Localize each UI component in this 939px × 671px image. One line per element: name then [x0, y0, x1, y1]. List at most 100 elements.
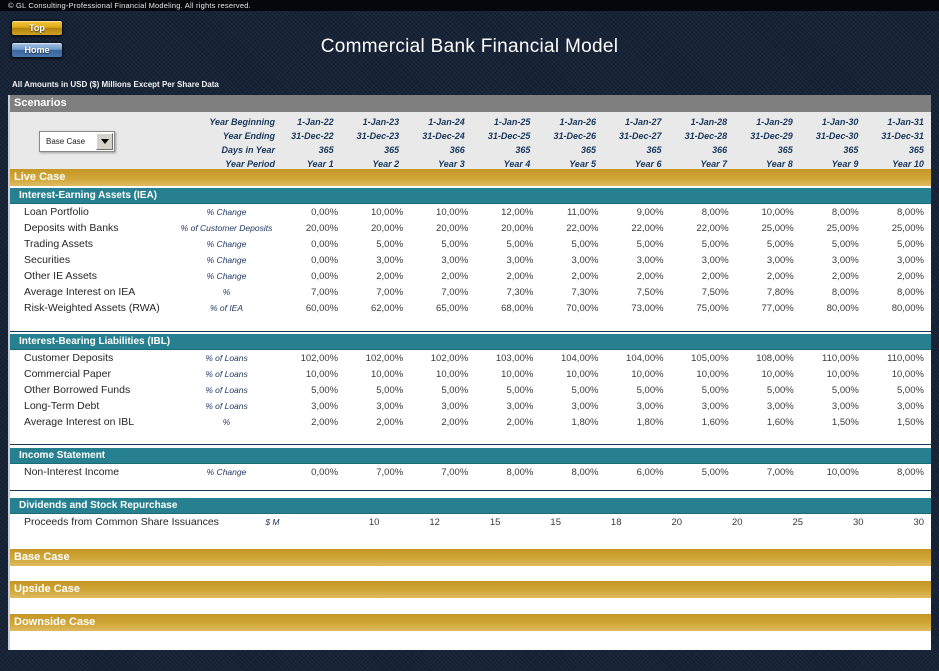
value-cell[interactable]: 3,00%: [701, 254, 729, 266]
value-cell[interactable]: 5,00%: [311, 384, 339, 396]
value-cell[interactable]: 10,00%: [826, 368, 859, 380]
value-cell[interactable]: 22,00%: [631, 222, 664, 234]
value-cell[interactable]: 3,00%: [897, 400, 924, 412]
value-cell[interactable]: 80,00%: [891, 302, 924, 314]
value-cell[interactable]: 5,00%: [897, 384, 924, 396]
value-cell[interactable]: 5,00%: [571, 238, 599, 250]
value-cell[interactable]: 7,30%: [571, 286, 599, 298]
value-cell[interactable]: 5,00%: [506, 384, 534, 396]
value-cell[interactable]: 7,00%: [441, 286, 469, 298]
value-cell[interactable]: 25: [792, 516, 804, 528]
scenario-dropdown[interactable]: Base Case: [39, 131, 115, 152]
value-cell[interactable]: 102,00%: [430, 352, 469, 364]
value-cell[interactable]: 10,00%: [370, 206, 404, 218]
value-cell[interactable]: 102,00%: [300, 352, 339, 364]
value-cell[interactable]: 12,00%: [501, 206, 534, 218]
value-cell[interactable]: 3,00%: [897, 254, 924, 266]
value-cell[interactable]: 25,00%: [826, 222, 859, 234]
value-cell[interactable]: 2,00%: [831, 270, 859, 282]
value-cell[interactable]: 60,00%: [305, 302, 339, 314]
value-cell[interactable]: 20,00%: [370, 222, 404, 234]
value-cell[interactable]: 102,00%: [365, 352, 404, 364]
value-cell[interactable]: 7,30%: [506, 286, 534, 298]
value-cell[interactable]: 22,00%: [696, 222, 729, 234]
value-cell[interactable]: 65,00%: [436, 302, 469, 314]
value-cell[interactable]: 7,00%: [376, 466, 404, 478]
value-cell[interactable]: 8,00%: [506, 466, 534, 478]
value-cell[interactable]: 5,00%: [441, 238, 469, 250]
value-cell[interactable]: 3,00%: [506, 400, 534, 412]
value-cell[interactable]: 1,80%: [636, 416, 664, 428]
value-cell[interactable]: 108,00%: [756, 352, 794, 364]
value-cell[interactable]: 0,00%: [311, 466, 339, 478]
value-cell[interactable]: 0,00%: [311, 238, 339, 250]
value-cell[interactable]: 11,00%: [566, 206, 599, 218]
home-button[interactable]: Home: [11, 42, 63, 58]
value-cell[interactable]: 3,00%: [636, 254, 664, 266]
value-cell[interactable]: 18: [610, 516, 622, 528]
value-cell[interactable]: 8,00%: [701, 206, 729, 218]
value-cell[interactable]: 5,00%: [376, 384, 404, 396]
value-cell[interactable]: 3,00%: [571, 254, 599, 266]
value-cell[interactable]: 10,00%: [761, 368, 794, 380]
value-cell[interactable]: 5,00%: [441, 384, 469, 396]
top-button[interactable]: Top: [11, 20, 63, 36]
value-cell[interactable]: 5,00%: [506, 238, 534, 250]
value-cell[interactable]: 62,00%: [370, 302, 404, 314]
value-cell[interactable]: 10,00%: [436, 206, 469, 218]
value-cell[interactable]: 7,00%: [441, 466, 469, 478]
value-cell[interactable]: 2,00%: [506, 270, 534, 282]
value-cell[interactable]: 80,00%: [826, 302, 859, 314]
value-cell[interactable]: 10,00%: [891, 368, 924, 380]
value-cell[interactable]: 3,00%: [701, 400, 729, 412]
value-cell[interactable]: 2,00%: [571, 270, 599, 282]
value-cell[interactable]: 8,00%: [897, 466, 924, 478]
value-cell[interactable]: 3,00%: [766, 400, 794, 412]
value-cell[interactable]: 7,50%: [701, 286, 729, 298]
value-cell[interactable]: 3,00%: [831, 400, 859, 412]
value-cell[interactable]: 0,00%: [311, 254, 339, 266]
value-cell[interactable]: 3,00%: [636, 400, 664, 412]
value-cell[interactable]: 7,80%: [766, 286, 794, 298]
value-cell[interactable]: 30: [913, 516, 925, 528]
value-cell[interactable]: 20,00%: [501, 222, 534, 234]
value-cell[interactable]: 30: [852, 516, 864, 528]
value-cell[interactable]: 2,00%: [376, 270, 404, 282]
value-cell[interactable]: 2,00%: [311, 416, 339, 428]
value-cell[interactable]: 8,00%: [897, 286, 924, 298]
value-cell[interactable]: 10,00%: [436, 368, 469, 380]
value-cell[interactable]: 5,00%: [831, 384, 859, 396]
value-cell[interactable]: 10: [368, 516, 380, 528]
value-cell[interactable]: 22,00%: [566, 222, 599, 234]
value-cell[interactable]: 10,00%: [696, 368, 729, 380]
value-cell[interactable]: 3,00%: [441, 254, 469, 266]
value-cell[interactable]: 8,00%: [831, 286, 859, 298]
value-cell[interactable]: 75,00%: [696, 302, 729, 314]
value-cell[interactable]: 8,00%: [897, 206, 924, 218]
value-cell[interactable]: 10,00%: [566, 368, 599, 380]
value-cell[interactable]: 68,00%: [501, 302, 534, 314]
value-cell[interactable]: 110,00%: [887, 352, 924, 364]
value-cell[interactable]: 7,50%: [636, 286, 664, 298]
value-cell[interactable]: 1,80%: [571, 416, 599, 428]
value-cell[interactable]: 3,00%: [376, 254, 404, 266]
value-cell[interactable]: 104,00%: [560, 352, 599, 364]
value-cell[interactable]: 1,50%: [897, 416, 924, 428]
value-cell[interactable]: 3,00%: [766, 254, 794, 266]
value-cell[interactable]: 104,00%: [626, 352, 664, 364]
value-cell[interactable]: 3,00%: [441, 400, 469, 412]
value-cell[interactable]: 2,00%: [506, 416, 534, 428]
value-cell[interactable]: 25,00%: [761, 222, 794, 234]
value-cell[interactable]: 7,00%: [376, 286, 404, 298]
value-cell[interactable]: 2,00%: [897, 270, 924, 282]
value-cell[interactable]: 6,00%: [636, 466, 664, 478]
value-cell[interactable]: 5,00%: [831, 238, 859, 250]
value-cell[interactable]: 20: [671, 516, 683, 528]
value-cell[interactable]: 10,00%: [826, 466, 859, 478]
value-cell[interactable]: 5,00%: [636, 384, 664, 396]
value-cell[interactable]: 1,60%: [766, 416, 794, 428]
value-cell[interactable]: 7,00%: [766, 466, 794, 478]
value-cell[interactable]: 8,00%: [831, 206, 859, 218]
value-cell[interactable]: 5,00%: [766, 384, 794, 396]
dropdown-arrow-button[interactable]: [96, 133, 113, 150]
